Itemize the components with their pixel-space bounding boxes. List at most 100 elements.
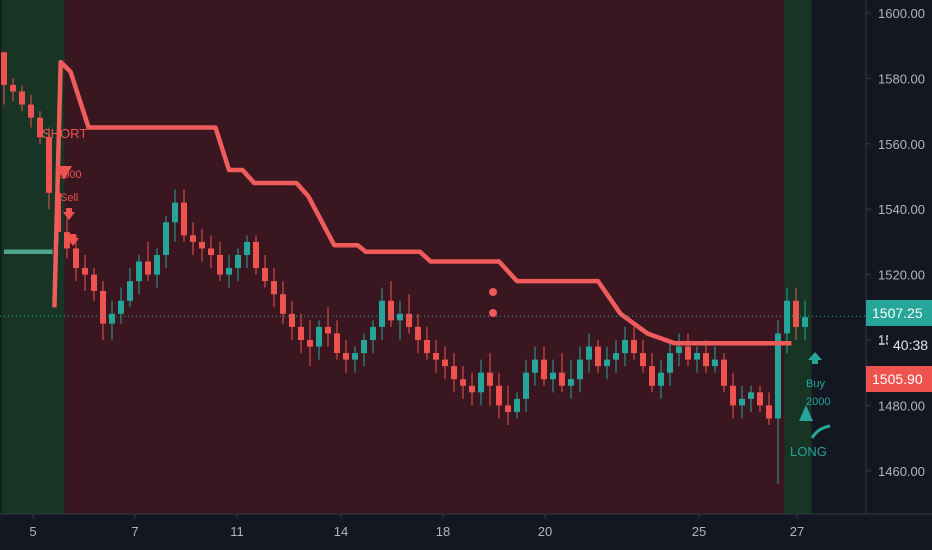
candle	[82, 254, 88, 291]
x-tick-label: 20	[538, 524, 552, 539]
candle	[586, 333, 592, 373]
candle	[739, 385, 745, 419]
candle	[37, 111, 43, 144]
candle-body	[406, 313, 412, 327]
candle	[487, 353, 493, 406]
candle	[19, 84, 25, 112]
time-axis[interactable]: 5 7 11 14 18 20 25 27	[29, 514, 804, 539]
candle-body	[550, 372, 556, 380]
candle-body	[235, 254, 241, 269]
candle-body	[298, 326, 304, 340]
candle-body	[721, 359, 727, 386]
candle	[550, 359, 556, 393]
x-tick-label: 25	[692, 524, 706, 539]
candle-body	[568, 379, 574, 386]
sell-arrow-icon	[63, 208, 75, 220]
candle-body	[388, 300, 394, 321]
candle	[622, 326, 628, 367]
candle	[730, 372, 736, 419]
candle	[10, 78, 16, 102]
candle-body	[271, 281, 277, 295]
candle-body	[730, 385, 736, 406]
candle-body	[343, 353, 349, 360]
candle	[244, 235, 250, 269]
candle	[253, 235, 259, 275]
candle-body	[172, 202, 178, 223]
candle	[451, 353, 457, 393]
countdown-badge	[888, 333, 932, 357]
long-signal-arrow-icon	[799, 405, 813, 421]
candle	[685, 333, 691, 367]
candle	[766, 392, 772, 426]
candle	[343, 340, 349, 373]
candle-body	[460, 379, 466, 386]
candle-body	[613, 353, 619, 360]
candle	[433, 340, 439, 373]
candle-body	[64, 232, 70, 249]
candle	[271, 268, 277, 308]
candle-body	[199, 241, 205, 249]
candle	[325, 307, 331, 347]
candle-body	[370, 326, 376, 340]
x-tick-label: 27	[790, 524, 804, 539]
candle	[163, 215, 169, 269]
x-tick-label: 18	[436, 524, 450, 539]
candle-body	[505, 405, 511, 412]
candle-body	[766, 405, 772, 419]
candle-body	[163, 222, 169, 255]
candle	[262, 254, 268, 288]
candle-body	[91, 274, 97, 291]
candle-body	[685, 346, 691, 360]
candle-body	[181, 202, 187, 236]
candle	[649, 353, 655, 393]
candle-body	[190, 235, 196, 242]
candle	[568, 359, 574, 399]
candle	[712, 346, 718, 373]
stop-price-value: 1505.90	[872, 371, 923, 387]
candle	[676, 333, 682, 367]
candle-body	[676, 346, 682, 354]
candle	[424, 326, 430, 360]
candle	[496, 372, 502, 419]
candle	[388, 281, 394, 327]
candle	[379, 287, 385, 340]
candle-body	[154, 254, 160, 275]
candle-body	[559, 372, 565, 386]
candle	[442, 346, 448, 380]
candle	[199, 228, 205, 262]
y-tick-label: 1520.00	[878, 268, 925, 283]
candle	[46, 127, 52, 210]
candle-body	[217, 254, 223, 275]
short-signal-arrow-icon	[56, 166, 72, 180]
candle	[145, 241, 151, 282]
candle	[316, 320, 322, 360]
stop-price-badge	[866, 366, 932, 392]
candle	[361, 333, 367, 367]
candle-body	[127, 281, 133, 301]
y-tick-label: 1560.00	[878, 137, 925, 152]
candle	[631, 326, 637, 360]
candle	[172, 189, 178, 242]
candle	[28, 94, 34, 128]
candle-body	[307, 340, 313, 347]
candle-body	[253, 241, 259, 269]
bar-countdown: 40:38	[893, 337, 928, 353]
candle	[1, 52, 7, 105]
candle-body	[352, 353, 358, 360]
candle-body	[478, 372, 484, 393]
candle	[235, 248, 241, 282]
candle-body	[442, 359, 448, 367]
candle-body	[739, 398, 745, 406]
candle-body	[334, 333, 340, 354]
candle-body	[433, 353, 439, 360]
candle	[802, 300, 808, 340]
candle	[307, 320, 313, 367]
candle-body	[46, 137, 52, 193]
candle	[298, 313, 304, 354]
short-signal-label: SHORT	[42, 126, 87, 141]
candle-body	[226, 268, 232, 275]
candle-body	[586, 346, 592, 360]
candle-body	[316, 326, 322, 347]
candle-body	[631, 340, 637, 354]
